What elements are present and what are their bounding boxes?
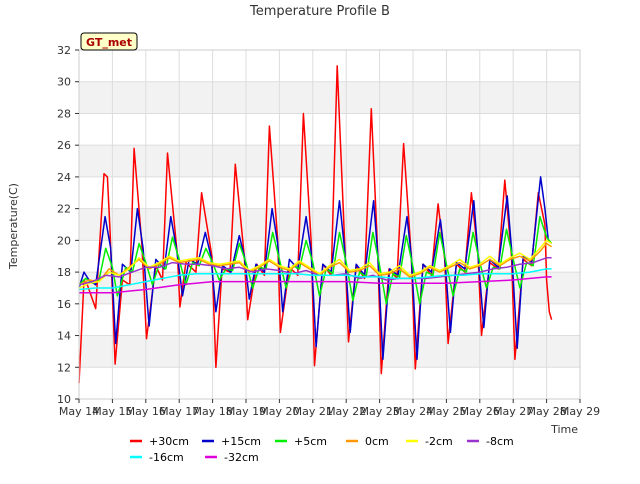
plot-band bbox=[79, 145, 580, 177]
x-tick-label: May 19 bbox=[226, 405, 266, 418]
y-tick-label: 28 bbox=[57, 107, 71, 120]
series-line--16cm bbox=[78, 268, 552, 291]
x-tick-label: May 28 bbox=[526, 405, 566, 418]
x-tick-label: May 26 bbox=[460, 405, 500, 418]
x-tick-label: May 21 bbox=[293, 405, 333, 418]
y-tick-label: 18 bbox=[57, 266, 71, 279]
x-tick-label: May 24 bbox=[393, 405, 433, 418]
y-tick-label: 32 bbox=[57, 44, 71, 57]
chart-title: Temperature Profile B bbox=[249, 4, 390, 19]
x-axis-label: Time bbox=[550, 423, 578, 436]
y-tick-label: 26 bbox=[57, 139, 71, 152]
y-tick-label: 24 bbox=[57, 171, 71, 184]
x-tick-label: May 17 bbox=[159, 405, 199, 418]
badge-label: GT_met bbox=[86, 36, 132, 49]
y-tick-label: 12 bbox=[57, 361, 71, 374]
x-tick-label: May 29 bbox=[560, 405, 600, 418]
y-tick-label: 22 bbox=[57, 203, 71, 216]
series-layer bbox=[78, 65, 553, 384]
legend-label: -2cm bbox=[425, 435, 453, 448]
legend-label: -16cm bbox=[149, 451, 184, 464]
x-tick-label: May 16 bbox=[126, 405, 166, 418]
legend-label: -8cm bbox=[486, 435, 514, 448]
y-tick-label: 14 bbox=[57, 330, 71, 343]
x-tick-label: May 27 bbox=[493, 405, 533, 418]
plot-band bbox=[79, 335, 580, 368]
y-tick-label: 10 bbox=[57, 393, 71, 406]
plot-frame bbox=[78, 49, 581, 400]
legend-label: -32cm bbox=[224, 451, 259, 464]
legend-label: +30cm bbox=[149, 435, 189, 448]
x-tick-label: May 23 bbox=[359, 405, 399, 418]
legend-label: 0cm bbox=[365, 435, 389, 448]
x-tick-label: May 18 bbox=[192, 405, 232, 418]
legend: +30cm +15cm +5cm 0cm -2cm -8cm -16cm -32cm bbox=[130, 435, 514, 464]
y-tick-label: 16 bbox=[57, 298, 71, 311]
plot-band bbox=[79, 81, 580, 114]
gt-met-badge: GT_met bbox=[80, 32, 138, 51]
x-tick-label: May 20 bbox=[259, 405, 299, 418]
series-line--32cm bbox=[79, 276, 552, 294]
x-tick-label: May 22 bbox=[326, 405, 366, 418]
y-tick-label: 20 bbox=[57, 234, 71, 247]
x-tick-label: May 15 bbox=[92, 405, 132, 418]
plot-band bbox=[79, 208, 580, 241]
plot-bands bbox=[79, 50, 580, 399]
y-tick-label: 30 bbox=[57, 76, 71, 89]
x-tick-label: May 25 bbox=[426, 405, 466, 418]
legend-label: +15cm bbox=[221, 435, 261, 448]
badge-box bbox=[80, 32, 138, 51]
series-line--2cm bbox=[78, 239, 552, 289]
y-axis-label: Temperature(C) bbox=[7, 183, 20, 270]
legend-label: +5cm bbox=[294, 435, 327, 448]
x-tick-label: May 14 bbox=[59, 405, 99, 418]
